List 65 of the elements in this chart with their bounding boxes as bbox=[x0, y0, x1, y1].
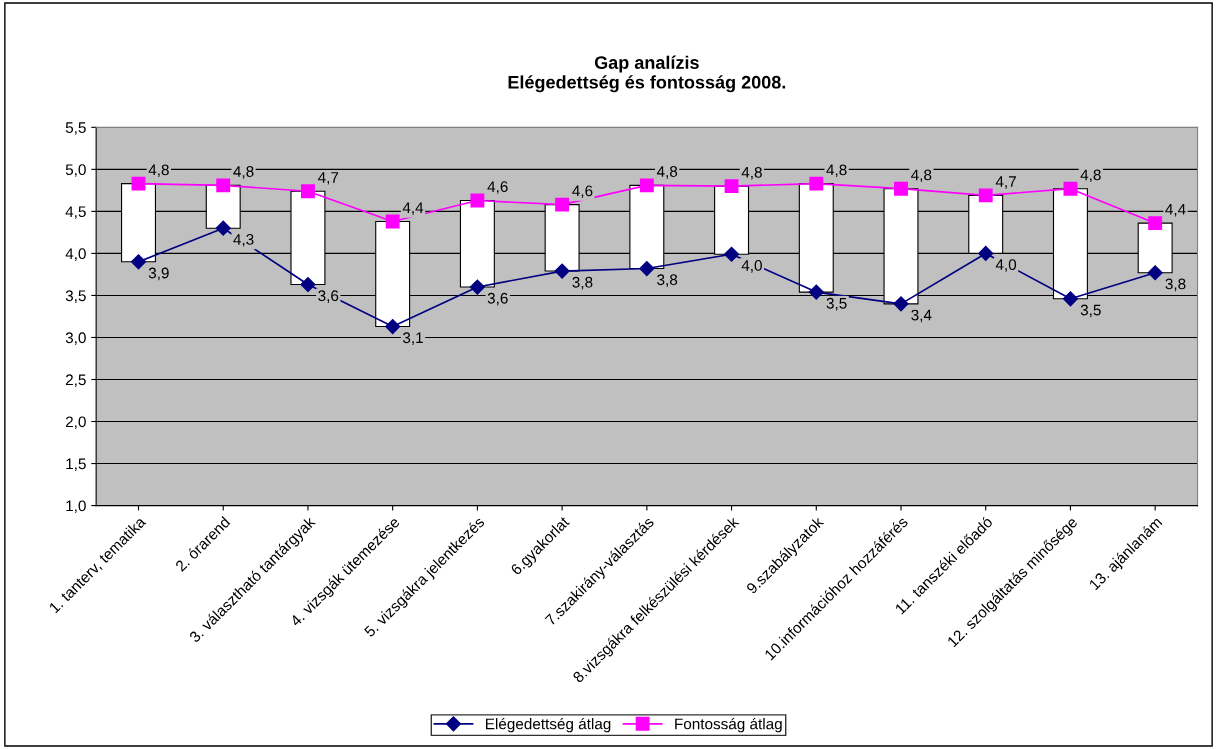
point bbox=[1062, 291, 1079, 307]
data-label: 4,8 bbox=[826, 164, 847, 178]
data-label: 3,1 bbox=[402, 332, 423, 345]
data-label: 3,6 bbox=[487, 292, 508, 306]
point bbox=[893, 296, 909, 312]
point bbox=[130, 254, 147, 270]
point bbox=[1147, 265, 1163, 281]
y-tick-label: 5,5 bbox=[65, 122, 86, 135]
point bbox=[300, 276, 316, 293]
data-label: 4,8 bbox=[148, 164, 169, 178]
data-label: 3,8 bbox=[1165, 278, 1186, 292]
data-label: 3,5 bbox=[1080, 304, 1101, 318]
point bbox=[215, 220, 231, 236]
point bbox=[469, 279, 485, 295]
point bbox=[1063, 181, 1078, 196]
point bbox=[1148, 216, 1163, 231]
point bbox=[470, 193, 485, 208]
data-label: 4,8 bbox=[656, 166, 678, 179]
y-tick-label: 4,5 bbox=[65, 206, 86, 219]
point bbox=[978, 245, 994, 261]
point bbox=[978, 188, 993, 203]
point bbox=[808, 284, 824, 300]
data-label: 4,4 bbox=[1165, 204, 1186, 217]
point bbox=[555, 197, 570, 212]
data-label: 4,0 bbox=[741, 260, 762, 273]
data-label: 3,8 bbox=[657, 274, 678, 287]
y-tick-label: 4,0 bbox=[65, 248, 86, 261]
data-label: 3,6 bbox=[318, 290, 339, 303]
data-label: 4,7 bbox=[995, 176, 1016, 189]
data-label: 4,8 bbox=[911, 169, 932, 183]
data-label: 3,9 bbox=[148, 267, 169, 281]
data-label: 4,8 bbox=[741, 166, 762, 180]
data-label: 3,5 bbox=[826, 297, 847, 311]
chart-title: Gap analízis Elégedettség és fontosság 2008. bbox=[508, 55, 786, 93]
data-label: 4,6 bbox=[487, 181, 508, 194]
legend-label: Fontosság átlag bbox=[675, 717, 782, 733]
y-tick-label: 3,5 bbox=[65, 290, 86, 303]
data-label: 4,7 bbox=[318, 172, 339, 185]
data-label: 4,6 bbox=[572, 185, 593, 199]
y-tick-label: 2,0 bbox=[65, 416, 86, 430]
data-label: 4,4 bbox=[402, 202, 424, 215]
y-tick-label: 2,5 bbox=[65, 374, 86, 387]
point bbox=[639, 178, 654, 193]
point bbox=[639, 260, 655, 277]
point bbox=[301, 184, 315, 199]
data-label: 4,3 bbox=[233, 233, 254, 247]
data-label: 4,8 bbox=[1080, 169, 1101, 183]
point bbox=[894, 181, 908, 196]
point bbox=[724, 179, 739, 194]
point bbox=[385, 214, 400, 229]
point bbox=[723, 246, 740, 262]
point bbox=[216, 178, 231, 193]
y-tick-label: 5,0 bbox=[65, 164, 86, 177]
data-label: 4,0 bbox=[995, 259, 1017, 272]
y-tick-label: 1,0 bbox=[66, 500, 86, 514]
legend-label: Elégedettség átlag bbox=[486, 717, 611, 733]
data-label: 3,8 bbox=[572, 276, 593, 290]
point bbox=[385, 318, 401, 335]
data-label: 4,8 bbox=[233, 166, 254, 179]
point bbox=[809, 176, 824, 191]
y-tick-label: 1,5 bbox=[66, 458, 86, 472]
point bbox=[554, 263, 570, 279]
data-label: 3,4 bbox=[911, 309, 932, 323]
y-tick-label: 3,0 bbox=[65, 332, 86, 345]
point bbox=[131, 176, 146, 191]
